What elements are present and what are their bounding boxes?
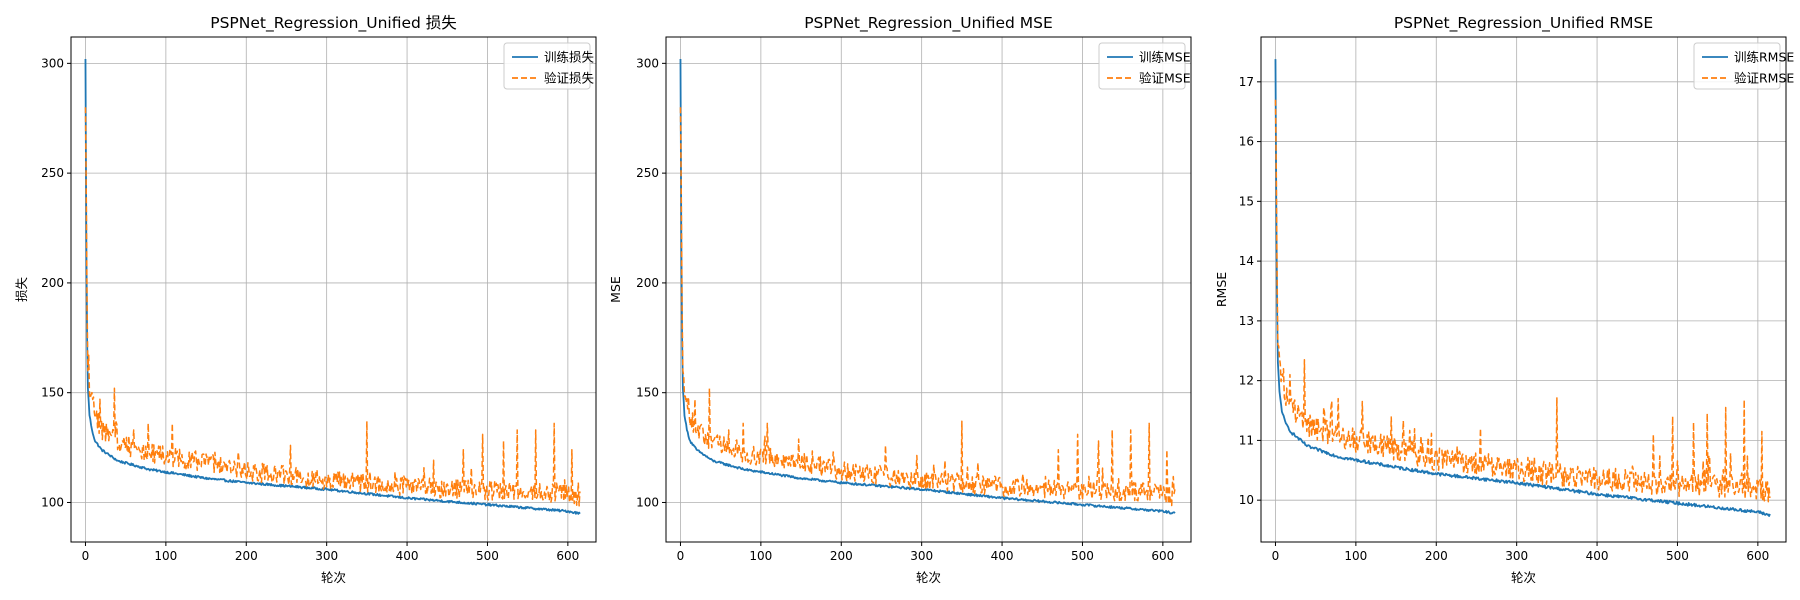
subplot-mse-axes-frame bbox=[665, 36, 1192, 543]
subplot-rmse-axes-frame bbox=[1260, 36, 1787, 543]
subplot-rmse-xtick-label-0: 0 bbox=[1272, 549, 1280, 563]
subplot-rmse-ytick-label-17: 17 bbox=[1239, 75, 1254, 89]
subplot-rmse-ytick-label-13: 13 bbox=[1239, 314, 1254, 328]
subplot-rmse-title: PSPNet_Regression_Unified RMSE bbox=[1394, 14, 1653, 33]
subplot-rmse-xtick-label-200: 200 bbox=[1425, 549, 1448, 563]
subplot-loss-xtick-label-400: 400 bbox=[396, 549, 419, 563]
subplot-loss-xtick-label-0: 0 bbox=[82, 549, 90, 563]
subplot-mse-ytick-label-100: 100 bbox=[636, 495, 659, 509]
subplot-mse-xtick-label-0: 0 bbox=[677, 549, 685, 563]
subplot-mse-ytick-label-150: 150 bbox=[636, 386, 659, 400]
subplot-rmse-ytick-label-15: 15 bbox=[1239, 194, 1254, 208]
subplot-loss-xtick-label-100: 100 bbox=[154, 549, 177, 563]
subplot-loss-series-1-line bbox=[84, 107, 581, 507]
subplot-loss-title: PSPNet_Regression_Unified 损失 bbox=[210, 14, 457, 33]
subplot-mse-ylabel: MSE bbox=[608, 276, 623, 303]
subplot-mse-title: PSPNet_Regression_Unified MSE bbox=[804, 14, 1053, 33]
subplot-loss-axes-frame bbox=[70, 36, 597, 543]
subplot-rmse-legend: 训练RMSE 验证RMSE bbox=[1693, 42, 1794, 90]
subplot-rmse-series-0-line bbox=[1274, 59, 1771, 517]
subplot-rmse: PSPNet_Regression_Unified RMSE 轮次 RMSE 0… bbox=[1214, 14, 1794, 585]
subplot-mse-xlabel: 轮次 bbox=[916, 570, 941, 585]
subplot-loss-xtick-label-200: 200 bbox=[235, 549, 258, 563]
subplot-mse-xtick-label-200: 200 bbox=[830, 549, 853, 563]
subplot-rmse-ytick-label-12: 12 bbox=[1239, 374, 1254, 388]
subplot-mse-xtick-label-600: 600 bbox=[1151, 549, 1174, 563]
subplot-mse-ytick-label-250: 250 bbox=[636, 166, 659, 180]
subplot-mse-ytick-label-200: 200 bbox=[636, 276, 659, 290]
subplot-mse-legend-label-1: 验证MSE bbox=[1139, 71, 1191, 86]
subplot-mse-xtick-label-400: 400 bbox=[991, 549, 1014, 563]
subplot-mse: PSPNet_Regression_Unified MSE 轮次 MSE 0 10… bbox=[608, 14, 1192, 585]
subplot-rmse-series-1-line bbox=[1274, 99, 1771, 503]
subplot-rmse-ytick-label-11: 11 bbox=[1239, 433, 1254, 447]
subplot-loss-ylabel: 损失 bbox=[14, 277, 29, 303]
subplot-loss-ytick-label-300: 300 bbox=[41, 56, 64, 70]
subplot-rmse-ytick-label-16: 16 bbox=[1239, 135, 1254, 149]
subplot-mse-legend-label-0: 训练MSE bbox=[1139, 50, 1191, 65]
subplot-loss: PSPNet_Regression_Unified 损失 轮次 损失 0 100 2… bbox=[14, 14, 597, 585]
subplot-mse-ytick-label-300: 300 bbox=[636, 56, 659, 70]
subplot-rmse-legend-label-0: 训练RMSE bbox=[1734, 50, 1794, 65]
subplot-rmse-ylabel: RMSE bbox=[1214, 272, 1229, 307]
subplot-mse-series-0-line bbox=[679, 58, 1176, 515]
subplot-loss-ytick-label-100: 100 bbox=[41, 495, 64, 509]
subplot-loss-series-0-line bbox=[84, 58, 581, 515]
subplot-loss-legend-label-0: 训练损失 bbox=[544, 50, 595, 65]
subplot-rmse-xtick-label-100: 100 bbox=[1344, 549, 1367, 563]
subplot-loss-xlabel: 轮次 bbox=[321, 570, 346, 585]
subplot-loss-ytick-label-150: 150 bbox=[41, 386, 64, 400]
subplot-rmse-ytick-label-10: 10 bbox=[1239, 493, 1254, 507]
subplot-loss-xtick-label-500: 500 bbox=[476, 549, 499, 563]
subplot-loss-xtick-label-600: 600 bbox=[556, 549, 579, 563]
subplot-mse-xtick-label-300: 300 bbox=[910, 549, 933, 563]
subplot-mse-xtick-label-100: 100 bbox=[749, 549, 772, 563]
subplot-rmse-xtick-label-400: 400 bbox=[1586, 549, 1609, 563]
subplot-rmse-xtick-label-600: 600 bbox=[1746, 549, 1769, 563]
subplot-loss-ytick-label-200: 200 bbox=[41, 276, 64, 290]
subplot-rmse-legend-label-1: 验证RMSE bbox=[1734, 71, 1794, 86]
subplot-mse-legend: 训练MSE 验证MSE bbox=[1098, 42, 1191, 90]
subplot-rmse-ytick-label-14: 14 bbox=[1239, 254, 1254, 268]
subplot-rmse-xtick-label-500: 500 bbox=[1666, 549, 1689, 563]
subplot-rmse-xlabel: 轮次 bbox=[1511, 570, 1536, 585]
subplot-loss-ytick-label-250: 250 bbox=[41, 166, 64, 180]
subplot-mse-series-1-line bbox=[679, 107, 1176, 507]
subplot-loss-legend-label-1: 验证损失 bbox=[544, 71, 595, 86]
subplot-loss-xtick-label-300: 300 bbox=[315, 549, 338, 563]
subplot-rmse-xtick-label-300: 300 bbox=[1505, 549, 1528, 563]
subplot-mse-xtick-label-500: 500 bbox=[1071, 549, 1094, 563]
